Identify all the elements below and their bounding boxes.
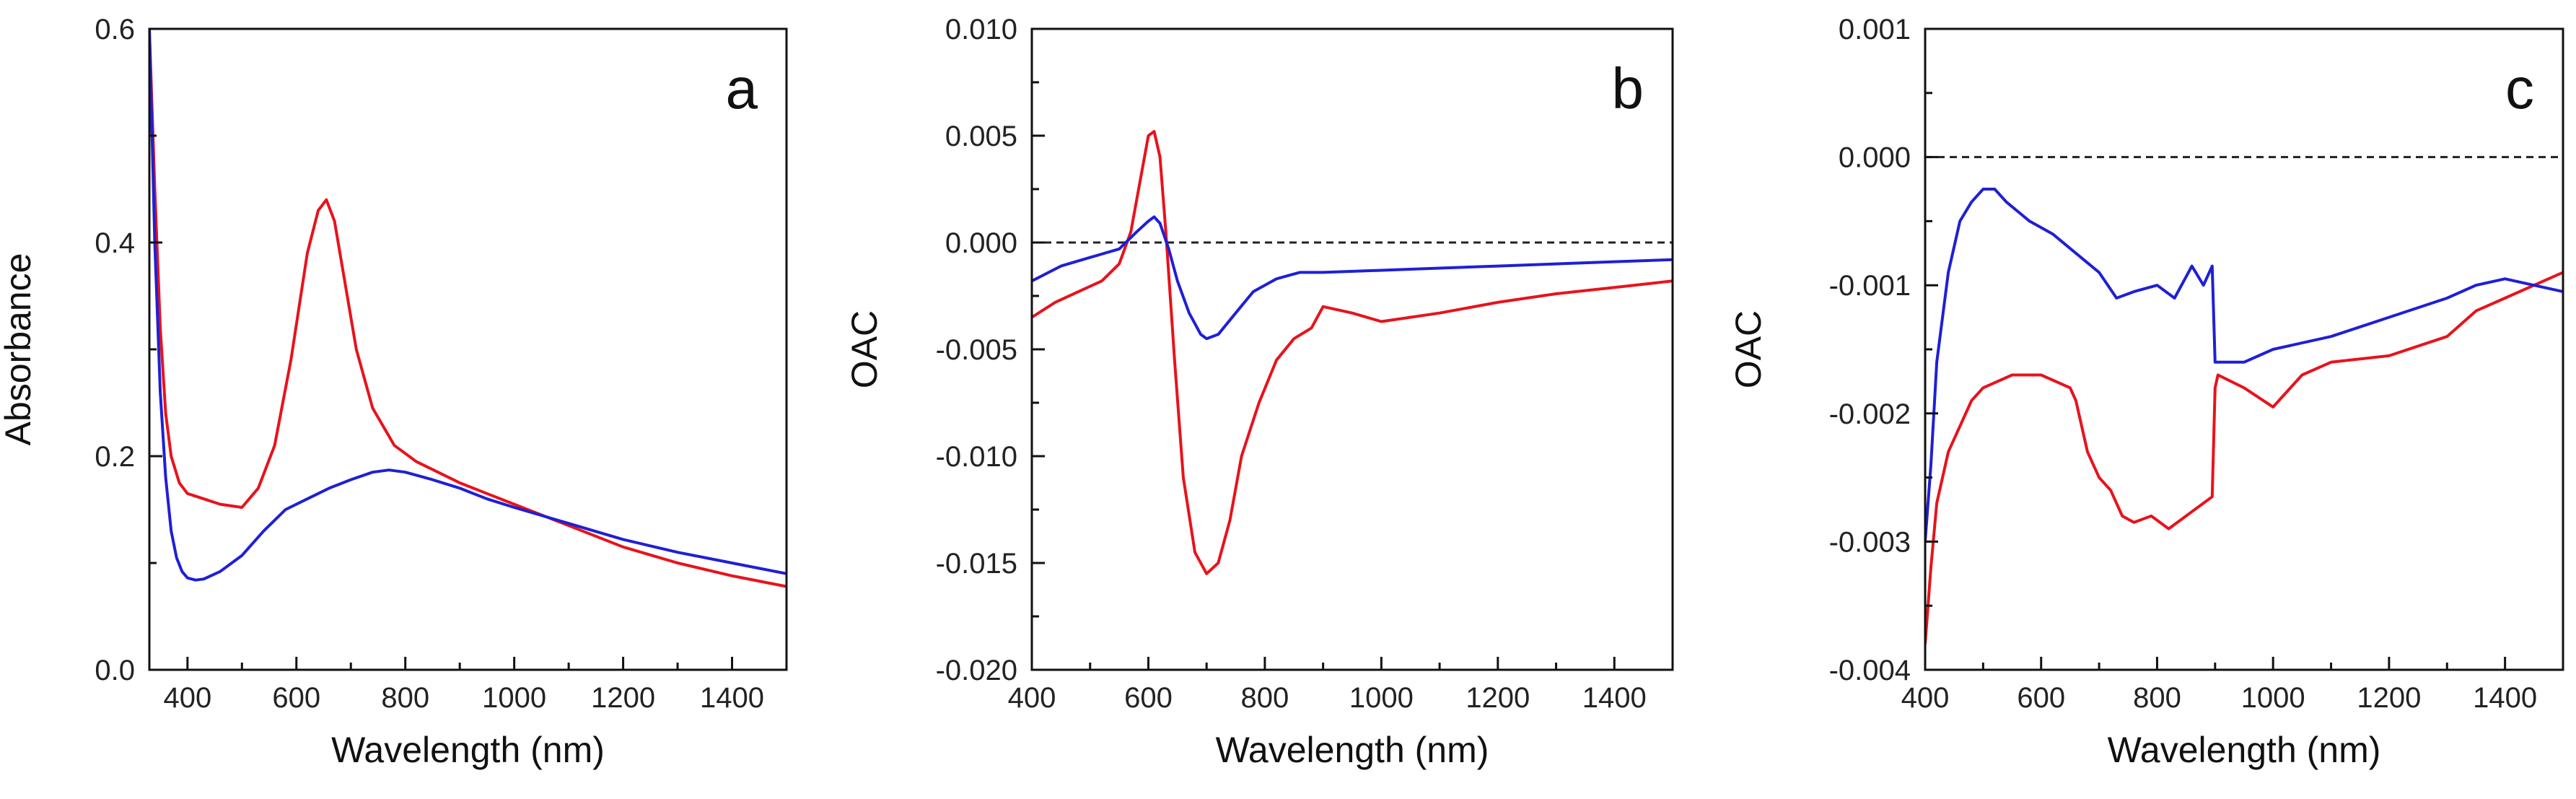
x-tick-label: 800: [1241, 682, 1289, 714]
x-tick-label: 1200: [2357, 682, 2421, 714]
y-tick-label: -0.003: [1829, 526, 1911, 558]
x-tick-label: 600: [2017, 682, 2065, 714]
x-tick-label: 1000: [1349, 682, 1414, 714]
y-tick-label: 0.6: [95, 14, 135, 45]
panel-a: 400 600 800 1000 1200 1400 0.0 0.2 0.4 0.6 Wavelen…: [0, 14, 788, 770]
x-tick-label: 1200: [1466, 682, 1530, 714]
y-tick-label: -0.001: [1829, 270, 1911, 302]
series-line-red: [149, 29, 787, 588]
y-tick-label: -0.020: [936, 655, 1017, 686]
x-tick-label: 600: [272, 682, 320, 714]
series-line-blue: [1032, 215, 1673, 341]
x-axis-label: Wavelength (nm): [331, 730, 605, 770]
y-tick-label: -0.002: [1829, 398, 1911, 430]
y-tick-label: -0.010: [936, 441, 1017, 473]
y-tick-label: 0.0: [95, 655, 135, 686]
panel-letter: a: [726, 56, 758, 121]
x-tick-label: 400: [1008, 682, 1056, 714]
x-tick-label: 1400: [700, 682, 764, 714]
x-tick-label: 1400: [2473, 682, 2537, 714]
y-tick-label: 0.005: [945, 121, 1017, 152]
y-axis-label: OAC: [1728, 310, 1769, 388]
x-tick-label: 1000: [2241, 682, 2305, 714]
x-axis-label: Wavelength (nm): [1216, 730, 1489, 770]
y-tick-label: 0.001: [1839, 14, 1911, 45]
x-tick-label: 1200: [591, 682, 655, 714]
series-line-red: [1032, 130, 1673, 575]
x-tick-label: 1000: [482, 682, 546, 714]
x-tick-label: 600: [1124, 682, 1173, 714]
y-tick-label: 0.000: [1839, 142, 1911, 174]
panel-b: 400 600 800 1000 1200 1400 -0.020 -0.015 -0.010 -…: [844, 14, 1674, 770]
panel-letter: c: [2505, 56, 2534, 121]
x-tick-label: 400: [1901, 682, 1950, 714]
y-axis-label: OAC: [844, 310, 885, 388]
series-line-blue: [1925, 188, 2563, 542]
panel-letter: b: [1612, 56, 1644, 121]
panel-c: 400 600 800 1000 1200 1400 -0.004 -0.003 -0.002 -…: [1728, 14, 2564, 770]
x-axis-label: Wavelength (nm): [2108, 730, 2381, 770]
y-axis-label: Absorbance: [0, 253, 38, 446]
y-tick-label: -0.004: [1829, 655, 1911, 686]
x-tick-label: 800: [381, 682, 429, 714]
series-line-red: [1925, 271, 2563, 645]
y-tick-label: -0.015: [936, 548, 1017, 580]
y-tick-label: 0.2: [95, 441, 135, 473]
x-tick-label: 800: [2133, 682, 2181, 714]
y-tick-label: -0.005: [936, 334, 1017, 366]
x-tick-label: 1400: [1582, 682, 1647, 714]
x-tick-label: 400: [163, 682, 211, 714]
y-tick-label: 0.4: [95, 227, 135, 259]
y-tick-label: 0.000: [945, 227, 1017, 259]
series-line-blue: [149, 29, 787, 582]
y-tick-label: 0.010: [945, 14, 1017, 45]
